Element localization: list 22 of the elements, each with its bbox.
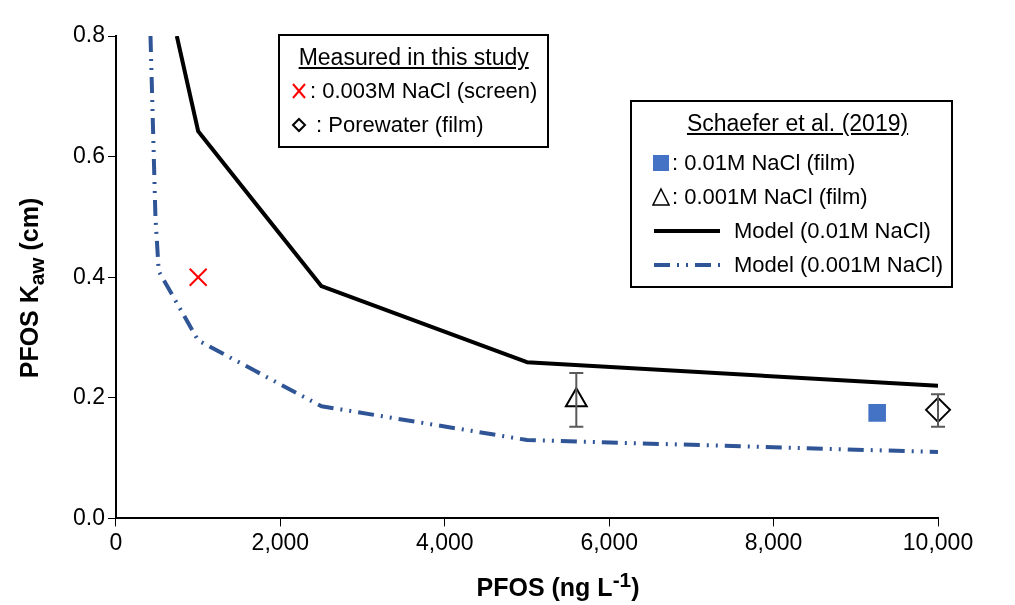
legend-label: : 0.003M NaCl (screen) <box>310 77 538 105</box>
legend-label: Model (0.001M NaCl) <box>734 251 944 279</box>
legend-label: : Porewater (film) <box>315 111 484 139</box>
point <box>868 404 886 422</box>
x-tick-label: 8,000 <box>744 528 803 555</box>
point <box>188 267 208 287</box>
x-tick-label: 4,000 <box>416 528 474 555</box>
x-tick-label: 0 <box>109 528 123 555</box>
y-tick-label: 0.2 <box>72 383 105 410</box>
y-tick-label: 0.6 <box>72 141 105 168</box>
y-tick-label: 0.8 <box>72 21 105 48</box>
legend-title: Measured in this study <box>297 43 530 72</box>
legend-label: : 0.01M NaCl (film) <box>672 149 856 177</box>
x-tick-label: 6,000 <box>580 528 638 555</box>
annotation: Schaefer et al. (2019) <box>685 109 910 138</box>
legend-label: Model (0.01M NaCl) <box>734 217 931 245</box>
x-axis-title: PFOS (ng L$^{-1}$) <box>475 568 641 603</box>
x-tick-label: 2,000 <box>251 528 310 555</box>
legend-label: : 0.001M NaCl (film) <box>672 183 868 211</box>
x-tick-label: 10,000 <box>902 528 974 555</box>
y-tick-label: 0.4 <box>72 262 106 289</box>
y-tick-label: 0.0 <box>72 503 105 530</box>
